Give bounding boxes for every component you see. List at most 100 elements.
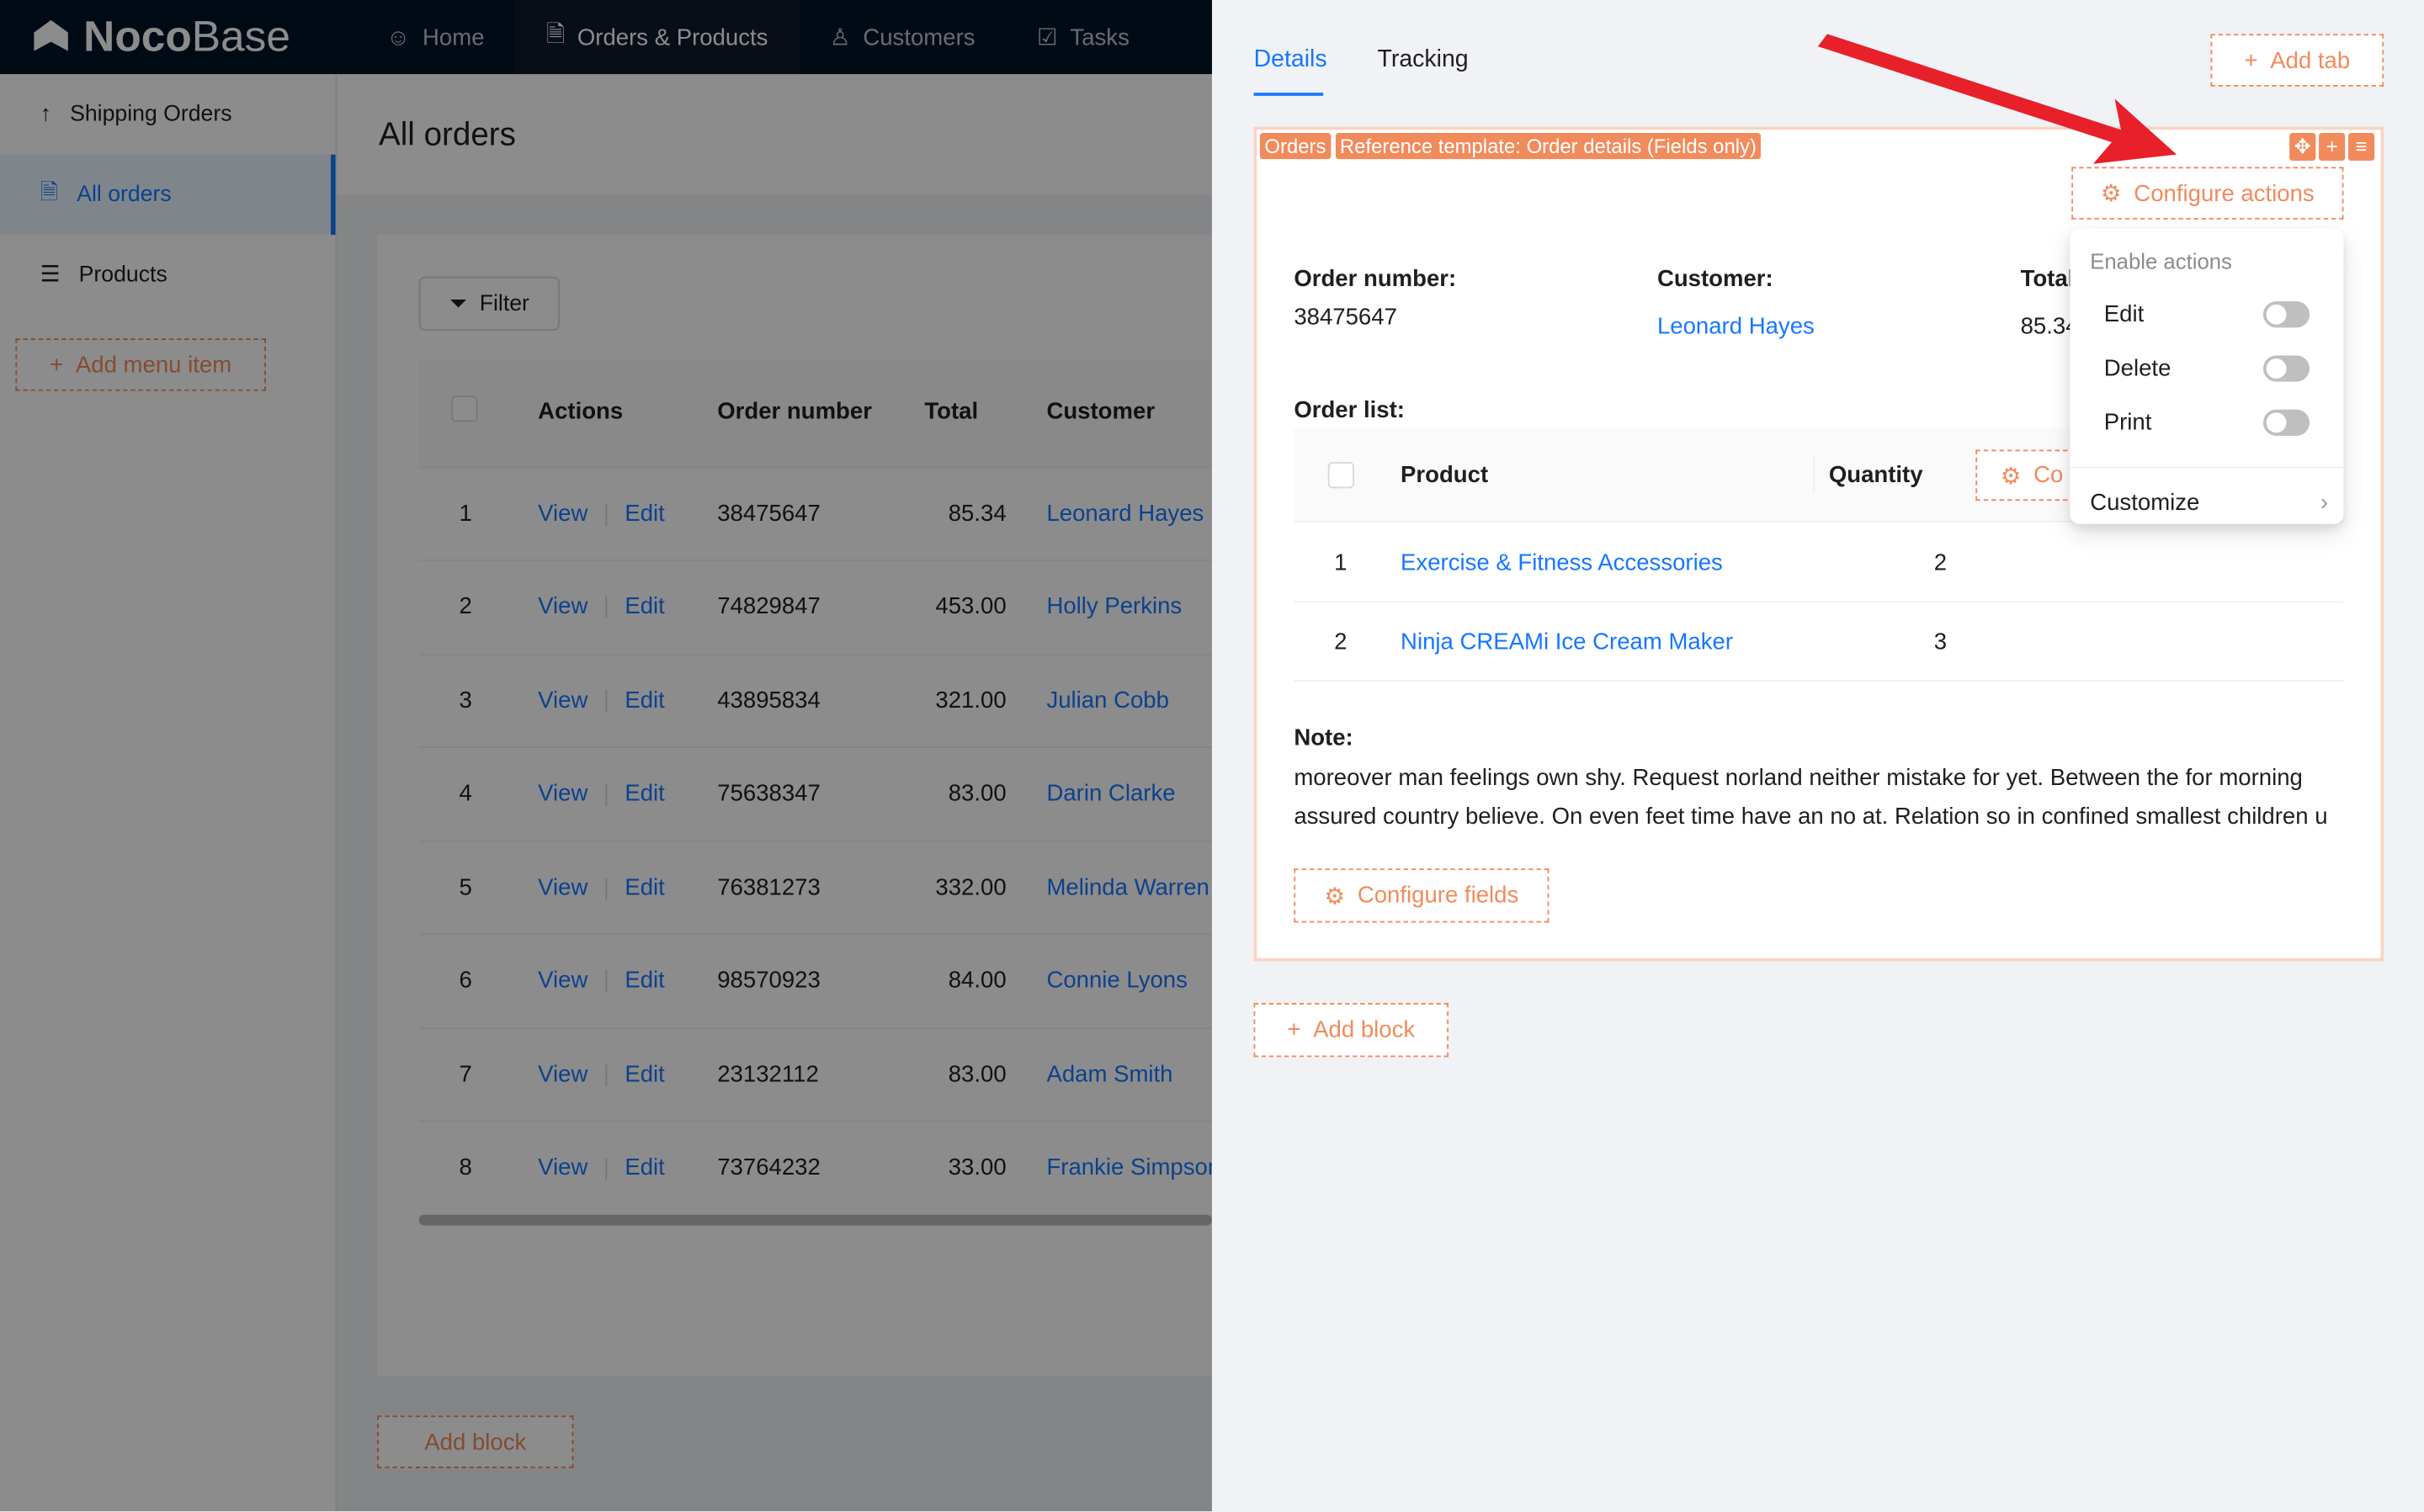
order-number-cell: 73764232 <box>689 1121 899 1216</box>
nav-customers[interactable]: ♙ Customers <box>799 0 1006 74</box>
order-number-cell: 75638347 <box>689 747 899 842</box>
nav-label: Customers <box>863 24 975 50</box>
button-label: Add block <box>1313 1016 1416 1043</box>
edit-link[interactable]: Edit <box>625 1061 665 1088</box>
menu-group-title: Enable actions <box>2090 248 2232 274</box>
nav-home[interactable]: ☺ Home <box>355 0 515 74</box>
view-link[interactable]: View <box>538 968 588 995</box>
customer-link[interactable]: Leonard Hayes <box>1656 313 1815 341</box>
logo-bold: Noco <box>83 12 192 61</box>
logo[interactable]: Noco Base <box>28 13 355 62</box>
configure-fields-button[interactable]: ⚙ Configure fields <box>1294 868 1550 923</box>
block-toolbar: ✥ + ≡ <box>2289 132 2375 162</box>
customer-link[interactable]: Darin Clarke <box>1018 747 1285 842</box>
delete-toggle[interactable] <box>2262 355 2310 382</box>
sidebar-item-all-orders[interactable]: 🗎 All orders <box>0 154 336 236</box>
row-number: 2 <box>1334 629 1348 655</box>
block-tags: Orders Reference template: Order details… <box>1259 132 1762 160</box>
select-all-checkbox[interactable] <box>1327 462 1354 489</box>
view-link[interactable]: View <box>538 1061 588 1088</box>
nav-orders-products[interactable]: 🗎 Orders & Products <box>515 0 800 75</box>
view-link[interactable]: View <box>538 687 588 714</box>
edit-toggle[interactable] <box>2262 301 2310 328</box>
column-header: Product <box>1401 462 1489 489</box>
menu-item-delete[interactable]: Delete <box>2070 342 2343 395</box>
add-block-button-page[interactable]: Add block <box>377 1415 574 1468</box>
table-row[interactable]: 1 View | Edit 38475647 85.34 Leonard Hayes <box>418 466 1285 561</box>
plus-icon[interactable]: + <box>2319 132 2346 162</box>
filter-button[interactable]: ⏷ Filter <box>418 276 560 332</box>
button-label: Add menu item <box>75 351 232 379</box>
table-row[interactable]: 8 View | Edit 73764232 33.00 Frankie Simps… <box>418 1121 1285 1216</box>
edit-link[interactable]: Edit <box>625 500 665 527</box>
edit-link[interactable]: Edit <box>625 968 665 995</box>
smile-icon: ☺ <box>386 24 411 50</box>
table-row[interactable]: 4 View | Edit 75638347 83.00 Darin Clarke <box>418 747 1285 842</box>
sidebar-item-label: Products <box>78 263 167 288</box>
drawer-mask[interactable] <box>0 0 1212 1512</box>
menu-item-print[interactable]: Print <box>2070 395 2343 449</box>
add-tab-button[interactable]: + Add tab <box>2210 34 2384 87</box>
configure-actions-menu: Enable actions Edit Delete Print Customi… <box>2070 228 2344 524</box>
view-link[interactable]: View <box>538 593 588 620</box>
sidebar-item-label: Shipping Orders <box>70 102 232 127</box>
sidebar-item-shipping-orders[interactable]: ↑ Shipping Orders <box>0 74 336 155</box>
add-block-button[interactable]: + Add block <box>1253 1003 1449 1058</box>
edit-link[interactable]: Edit <box>625 780 665 808</box>
view-link[interactable]: View <box>538 874 588 901</box>
view-link[interactable]: View <box>538 1154 588 1181</box>
edit-link[interactable]: Edit <box>625 593 665 620</box>
button-label: Configure fields <box>1357 882 1519 909</box>
configure-actions-button[interactable]: ⚙ Configure actions <box>2071 167 2344 220</box>
nav-label: Tasks <box>1070 24 1130 50</box>
product-link[interactable]: Ninja CREAMi Ice Cream Maker <box>1401 629 1734 655</box>
add-menu-item-button[interactable]: + Add menu item <box>15 338 266 391</box>
order-number-label: Order number: <box>1294 265 1457 293</box>
sidebar-item-products[interactable]: ☰ Products <box>0 235 336 316</box>
page-title: All orders <box>378 117 516 153</box>
tab-details[interactable]: Details <box>1253 46 1327 73</box>
quantity-cell: 2 <box>1933 549 1948 577</box>
menu-item-label: Print <box>2103 409 2152 436</box>
menu-icon[interactable]: ≡ <box>2347 132 2375 162</box>
print-toggle[interactable] <box>2262 409 2310 436</box>
customer-link[interactable]: Frankie Simpson <box>1018 1121 1285 1216</box>
gear-icon: ⚙ <box>1324 883 1346 910</box>
row-number: 1 <box>1334 549 1348 577</box>
menu-item-edit[interactable]: Edit <box>2070 288 2343 342</box>
edit-link[interactable]: Edit <box>625 687 665 714</box>
nav-tasks[interactable]: ☑ Tasks <box>1006 0 1160 74</box>
edit-link[interactable]: Edit <box>625 1154 665 1181</box>
view-link[interactable]: View <box>538 500 588 527</box>
sidebar: ↑ Shipping Orders 🗎 All orders ☰ Products +… <box>0 74 338 1512</box>
logo-thin: Base <box>191 12 290 61</box>
product-link[interactable]: Exercise & Fitness Accessories <box>1401 549 1723 577</box>
customer-label: Customer: <box>1656 265 1773 293</box>
users-icon: ♙ <box>829 24 851 51</box>
file-check-icon: 🗎 <box>545 20 566 48</box>
row-number: 3 <box>418 653 512 748</box>
button-label: Filter <box>479 291 529 316</box>
order-number-cell: 74829847 <box>689 560 899 655</box>
table-row[interactable]: 5 View | Edit 76381273 332.00 Melinda Warr… <box>418 841 1285 936</box>
tab-tracking[interactable]: Tracking <box>1377 46 1469 73</box>
select-all-checkbox[interactable] <box>451 395 478 422</box>
order-number-value: 38475647 <box>1294 304 1397 332</box>
horizontal-scrollbar[interactable] <box>418 1214 1212 1226</box>
total-cell: 84.00 <box>898 934 1019 1029</box>
button-label: Add tab <box>2270 47 2351 74</box>
column-header: Quantity <box>1828 462 1923 489</box>
list-item[interactable]: 2 Ninja CREAMi Ice Cream Maker 3 <box>1294 602 2344 682</box>
row-number: 1 <box>418 466 512 561</box>
table-row[interactable]: 3 View | Edit 43895834 321.00 Julian Cobb <box>418 653 1285 748</box>
sidebar-item-label: All orders <box>77 182 172 208</box>
edit-link[interactable]: Edit <box>625 874 665 901</box>
total-cell: 332.00 <box>898 841 1019 936</box>
column-header: Actions <box>511 358 690 468</box>
plus-icon: + <box>50 351 64 379</box>
view-link[interactable]: View <box>538 780 588 808</box>
list-item[interactable]: 1 Exercise & Fitness Accessories 2 <box>1294 524 2344 603</box>
button-label: Add block <box>424 1429 527 1456</box>
menu-item-customize[interactable]: Customize › <box>2070 469 2343 537</box>
drag-handle-icon[interactable]: ✥ <box>2289 132 2316 162</box>
